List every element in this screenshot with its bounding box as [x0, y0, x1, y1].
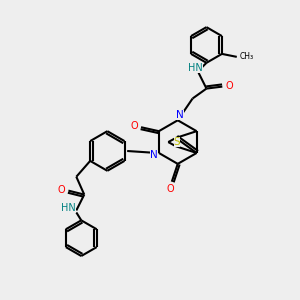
Text: N: N	[150, 150, 158, 160]
Text: S: S	[174, 137, 181, 147]
Text: N: N	[176, 110, 184, 120]
Text: O: O	[225, 81, 233, 91]
Text: HN: HN	[61, 203, 76, 214]
Text: O: O	[166, 184, 174, 194]
Text: HN: HN	[188, 63, 203, 73]
Text: CH₃: CH₃	[240, 52, 254, 62]
Text: O: O	[58, 184, 65, 195]
Text: O: O	[130, 121, 138, 131]
